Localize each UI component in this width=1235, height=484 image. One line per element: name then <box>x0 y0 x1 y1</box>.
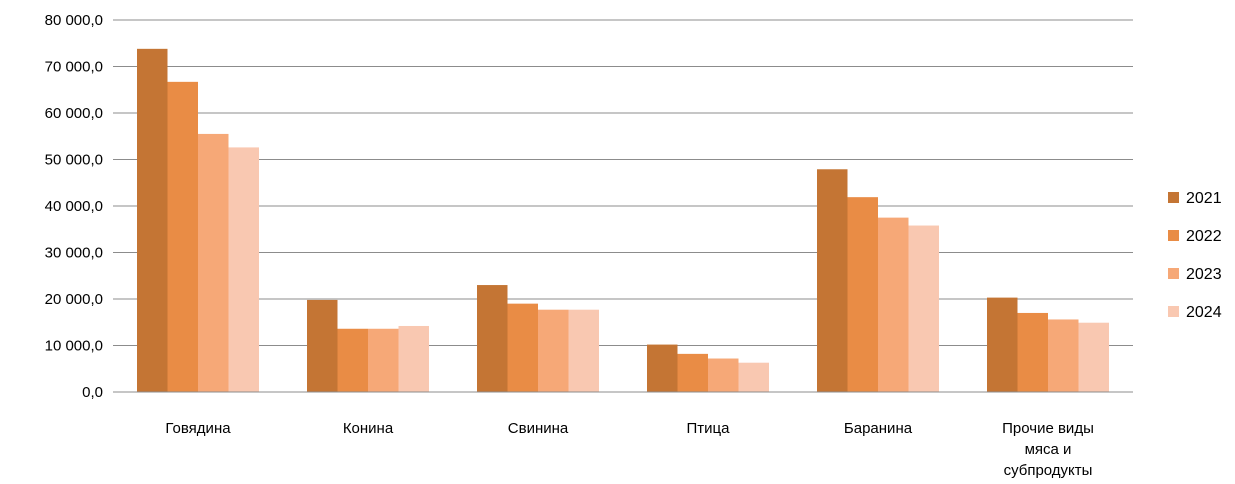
legend-swatch-2023 <box>1168 268 1179 279</box>
bar-2024-3 <box>738 362 769 392</box>
bar-2022-5 <box>1017 312 1048 392</box>
bar-2021-5 <box>987 297 1018 392</box>
y-tick-label: 70 000,0 <box>45 59 103 76</box>
bar-2023-1 <box>368 328 399 392</box>
bar-2024-4 <box>908 225 939 392</box>
bar-2023-0 <box>198 133 229 393</box>
legend: 2021 2022 2023 2024 <box>1168 190 1222 321</box>
y-tick-label: 80 000,0 <box>45 12 103 29</box>
legend-swatch-2024 <box>1168 306 1179 317</box>
bars <box>137 48 1109 393</box>
bar-2021-4 <box>817 169 848 392</box>
bar-2024-1 <box>398 325 429 392</box>
x-category-label: субпродукты <box>1004 462 1093 479</box>
bar-2023-4 <box>878 217 909 392</box>
bar-2022-0 <box>167 81 198 392</box>
y-tick-label: 30 000,0 <box>45 245 103 262</box>
x-category-label: Птица <box>687 420 731 437</box>
bar-2023-3 <box>708 358 739 392</box>
x-category-label: Свинина <box>508 420 569 437</box>
bar-2023-2 <box>538 309 569 392</box>
y-tick-label: 50 000,0 <box>45 152 103 169</box>
x-category-label: Прочие виды <box>1002 420 1094 437</box>
y-tick-label: 60 000,0 <box>45 105 103 122</box>
bar-2023-5 <box>1048 319 1079 392</box>
x-axis-category-labels: Говядина Конина Свинина Птица Баранина Прочие… <box>165 420 1093 479</box>
bar-2024-5 <box>1078 322 1109 392</box>
x-category-label: Баранина <box>844 420 913 437</box>
y-tick-label: 0,0 <box>82 384 103 401</box>
legend-label: 2024 <box>1186 304 1222 321</box>
y-tick-label: 20 000,0 <box>45 291 103 308</box>
bar-2022-3 <box>677 353 708 392</box>
bar-2024-0 <box>228 147 259 392</box>
legend-swatch-2021 <box>1168 192 1179 203</box>
y-tick-label: 10 000,0 <box>45 338 103 355</box>
bar-2022-2 <box>507 303 538 392</box>
bar-2022-1 <box>337 328 368 392</box>
bar-2022-4 <box>847 197 878 392</box>
grid-lines <box>113 19 1133 346</box>
x-category-label: мяса и <box>1025 441 1072 458</box>
legend-label: 2021 <box>1186 190 1222 207</box>
x-category-label: Говядина <box>165 420 231 437</box>
x-category-label: Конина <box>343 420 394 437</box>
bar-2021-3 <box>647 344 678 392</box>
y-tick-label: 40 000,0 <box>45 198 103 215</box>
legend-swatch-2022 <box>1168 230 1179 241</box>
bar-2021-0 <box>137 48 168 393</box>
y-axis-tick-labels: 0,0 10 000,0 20 000,0 30 000,0 40 000,0 50 00… <box>45 12 103 401</box>
legend-label: 2023 <box>1186 266 1222 283</box>
legend-label: 2022 <box>1186 228 1222 245</box>
bar-2024-2 <box>568 309 599 392</box>
bar-2021-2 <box>477 285 508 392</box>
bar-2021-1 <box>307 299 338 392</box>
